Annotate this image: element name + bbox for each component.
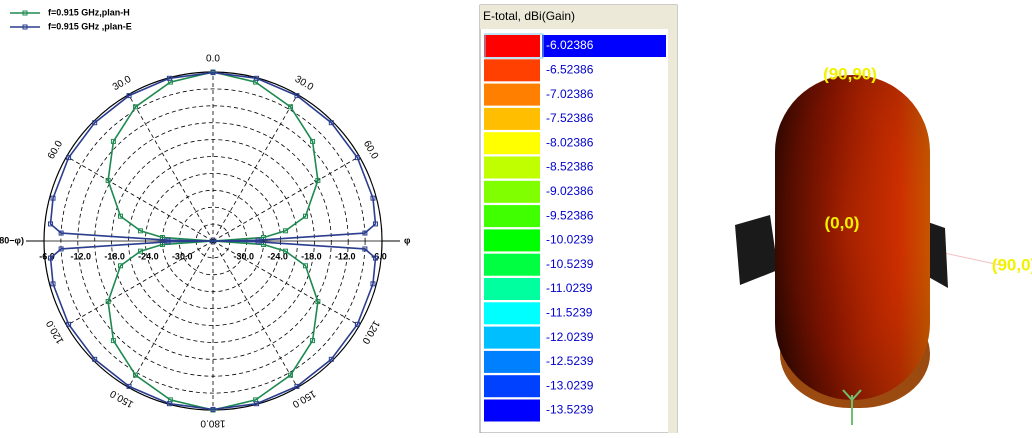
- scale-label: -7.02386: [546, 87, 594, 101]
- scale-label: -11.0239: [546, 281, 593, 295]
- spoke: [129, 95, 214, 241]
- theta-tick-label: 0.0: [206, 54, 220, 65]
- theta-tick-label: 30.0: [111, 74, 134, 93]
- view-label: (90,0): [992, 255, 1032, 274]
- swatch: [484, 35, 540, 57]
- 3d-view: (90,90) (0,0) (90,0): [735, 64, 1032, 425]
- spoke: [213, 95, 298, 241]
- body-shade: [775, 75, 930, 400]
- view-label: (0,0): [825, 213, 860, 232]
- color-scale-panel: E-total, dBi(Gain) -6.02386 -6.52386 -7.02…: [480, 5, 677, 433]
- left-wing: [735, 215, 778, 285]
- swatch: [484, 205, 540, 227]
- theta-tick-label: φ: [404, 235, 411, 245]
- theta-tick-label: 60.0: [46, 139, 65, 162]
- swatch: [484, 375, 540, 397]
- scale-label: -9.02386: [546, 184, 594, 198]
- scale-label: -8.02386: [546, 135, 594, 149]
- r-tick-label: -30.0: [172, 251, 193, 261]
- swatch: [484, 351, 540, 373]
- r-tick-label: -12.0: [335, 251, 356, 261]
- spoke: [129, 241, 214, 387]
- theta-tick-label: 180.0: [200, 417, 225, 428]
- polar-chart: -6.0-6.0-12.0-12.0-18.0-18.0-24.0-24.0-3…: [0, 7, 411, 428]
- theta-tick-label: 60.0: [361, 139, 380, 162]
- swatch: [484, 157, 540, 179]
- panel-title: E-total, dBi(Gain): [483, 9, 575, 23]
- swatch: [484, 254, 540, 276]
- scale-label: -13.0239: [546, 378, 594, 392]
- swatch: [484, 59, 540, 81]
- r-tick-label: -18.0: [301, 251, 322, 261]
- swatch: [484, 400, 540, 422]
- scale-label: -7.52386: [546, 111, 594, 125]
- swatch: [484, 229, 540, 251]
- swatch: [484, 327, 540, 349]
- scale-label: -6.52386: [546, 62, 594, 76]
- theta-tick-label: 150.0: [108, 387, 136, 409]
- scale-label: -8.52386: [546, 160, 594, 174]
- swatch: [484, 108, 540, 130]
- scale-label: -12.0239: [546, 330, 594, 344]
- scale-label: -11.5239: [546, 305, 593, 319]
- view-label: (90,90): [823, 64, 877, 83]
- spoke: [213, 241, 298, 387]
- scale-label: -6.02386: [546, 38, 594, 52]
- theta-tick-label: (180−φ): [0, 235, 24, 245]
- scale-label: -10.0239: [546, 233, 594, 247]
- legend-label: f=0.915 GHz ,plan-E: [48, 21, 132, 31]
- r-tick-label: -18.0: [104, 251, 125, 261]
- screen: -6.0-6.0-12.0-12.0-18.0-18.0-24.0-24.0-3…: [0, 0, 1032, 433]
- theta-tick-label: 120.0: [359, 318, 381, 346]
- scale-label: -10.5239: [546, 257, 594, 271]
- swatch: [484, 84, 540, 106]
- scrollbar: [668, 29, 677, 433]
- swatch: [484, 278, 540, 300]
- page: {"chart_data": {"type": "polar", "rlim":…: [0, 0, 1032, 433]
- r-tick-label: -12.0: [71, 251, 92, 261]
- theta-tick-label: 150.0: [290, 387, 318, 409]
- scale-label: -12.5239: [546, 354, 594, 368]
- legend-label: f=0.915 GHz,plan-H: [48, 7, 130, 17]
- swatch: [484, 302, 540, 324]
- swatch: [484, 132, 540, 154]
- scale-label: -9.52386: [546, 208, 594, 222]
- theta-tick-label: 30.0: [293, 74, 316, 93]
- swatch: [484, 181, 540, 203]
- theta-tick-label: 120.0: [44, 318, 66, 346]
- r-tick-label: -30.0: [234, 251, 255, 261]
- scale-label: -13.5239: [546, 403, 594, 417]
